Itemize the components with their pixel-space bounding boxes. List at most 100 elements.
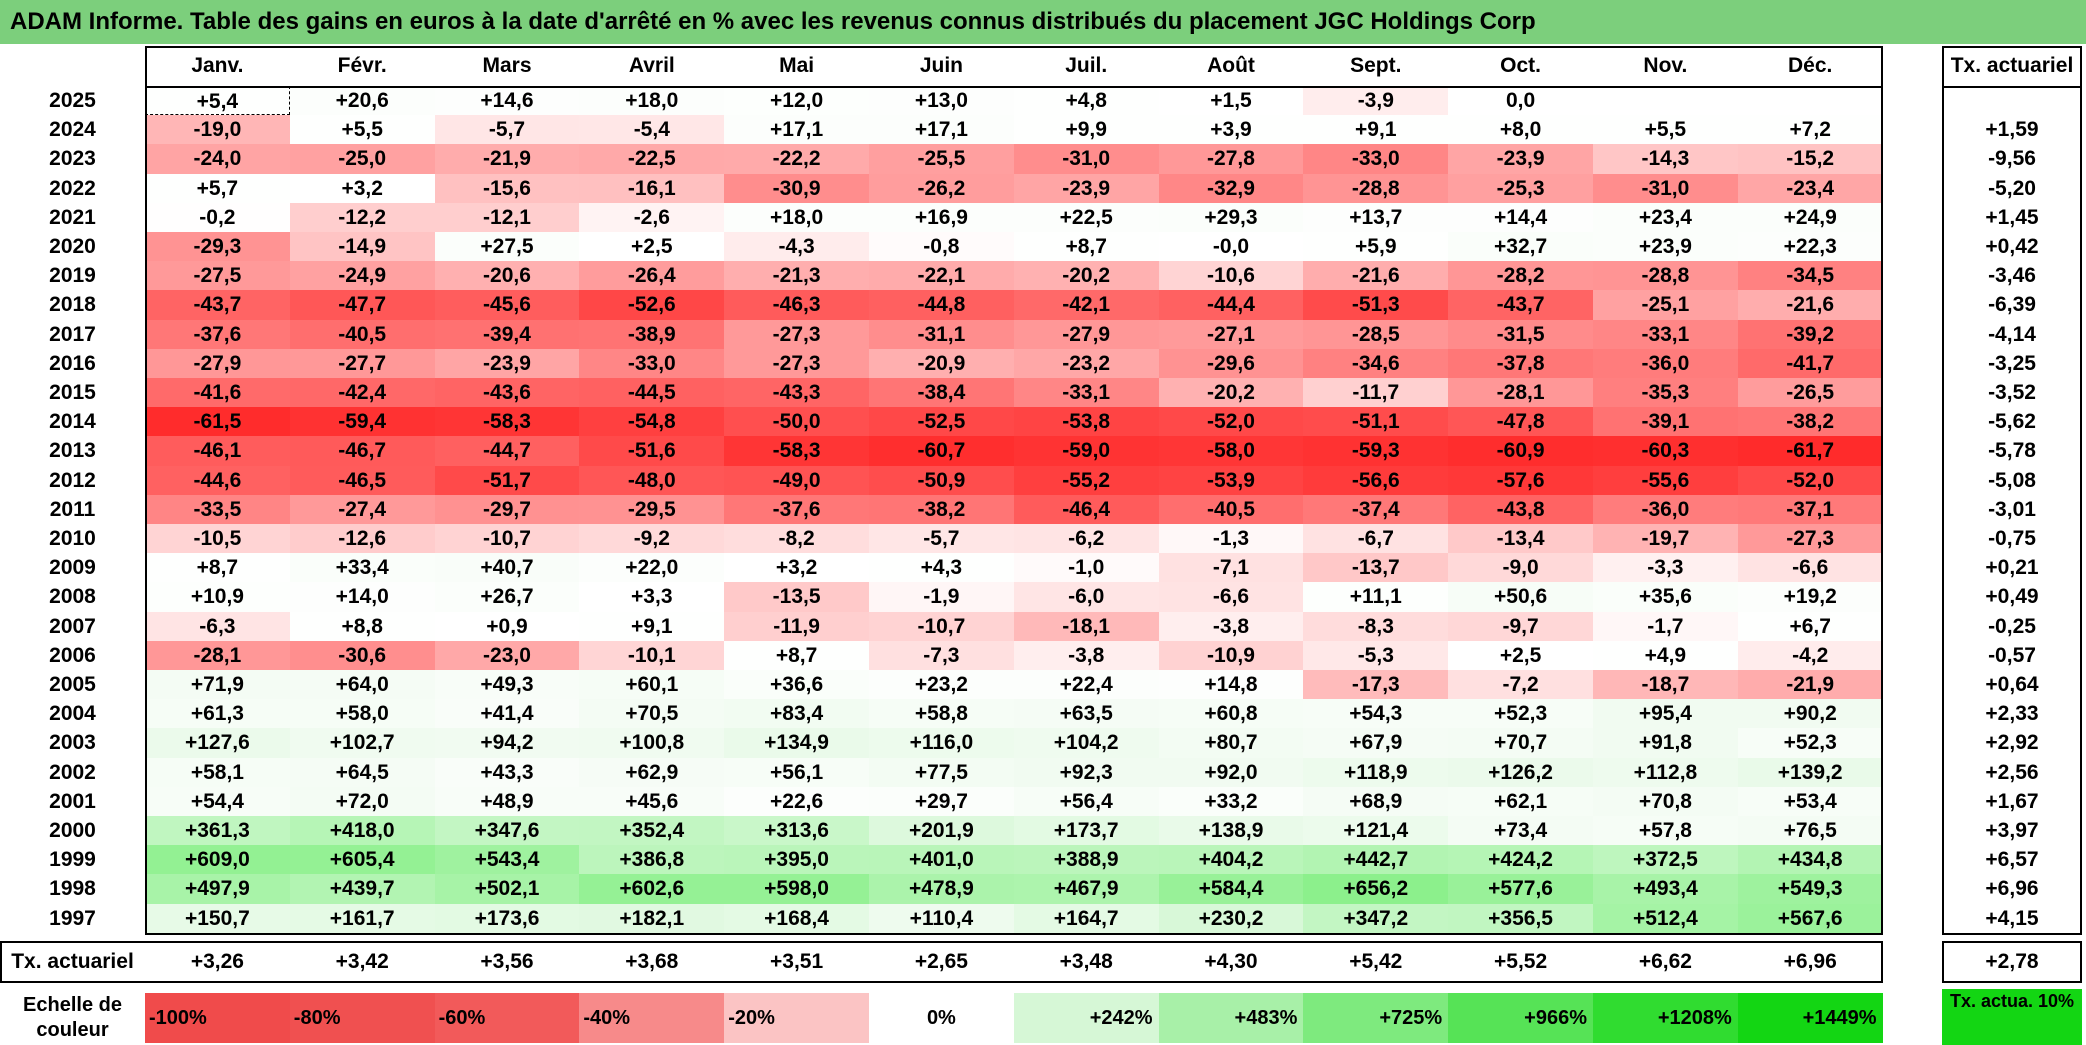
gain-cell: -15,6: [434, 173, 580, 203]
gain-cell: +1,5: [1158, 86, 1304, 116]
rate-cell: +0,64: [1985, 673, 2039, 696]
gain-cell: +73,4: [1448, 816, 1593, 846]
gain-cell: -33,0: [1303, 144, 1449, 174]
gain-cell: -43,6: [434, 378, 580, 408]
footer-rate-cell: +3,48: [1059, 949, 1113, 973]
gain-cell: +439,7: [289, 874, 435, 904]
gain-cell: -1,0: [1013, 553, 1159, 583]
gain-cell: -7,1: [1158, 553, 1304, 583]
gain-cell: -52,0: [1158, 407, 1304, 437]
gain-cell: -46,3: [724, 290, 869, 320]
year-label: 2017: [49, 322, 96, 346]
gain-cell: +112,8: [1593, 757, 1738, 787]
gain-cell: -10,7: [434, 524, 580, 554]
gain-cell: +32,7: [1448, 232, 1593, 262]
year-label: 2008: [49, 585, 96, 609]
gain-cell: -51,3: [1303, 290, 1449, 320]
gain-cell: +29,3: [1158, 202, 1304, 232]
gain-cell: -9,0: [1448, 553, 1593, 583]
gain-cell: -24,0: [145, 144, 290, 174]
gain-cell: -9,7: [1448, 611, 1593, 641]
gain-cell: -22,5: [579, 144, 725, 174]
gain-cell: +60,8: [1158, 699, 1304, 729]
gain-cell: +549,3: [1737, 874, 1883, 904]
gain-cell: -21,9: [434, 144, 580, 174]
year-label: 2007: [49, 614, 96, 638]
year-label: 2004: [49, 702, 96, 726]
year-label: 2016: [49, 351, 96, 375]
gain-cell: -43,3: [724, 378, 869, 408]
gain-cell: -29,7: [434, 494, 580, 524]
gain-cell: +16,9: [869, 202, 1014, 232]
gain-cell: -24,9: [289, 261, 435, 291]
gain-cell: +61,3: [145, 699, 290, 729]
gain-cell: -51,7: [434, 465, 580, 495]
gain-cell: -53,9: [1158, 465, 1304, 495]
gain-cell: +62,9: [579, 757, 725, 787]
rate-cell: -5,62: [1988, 410, 2036, 434]
gain-cell: -60,7: [869, 436, 1014, 466]
rate-cell: +2,92: [1985, 731, 2039, 755]
gain-cell: +347,2: [1303, 903, 1449, 933]
rate-cell: +6,57: [1985, 848, 2039, 872]
gain-cell: -48,0: [579, 465, 725, 495]
rate-cell: -0,25: [1988, 614, 2036, 638]
gain-cell: -26,2: [869, 173, 1014, 203]
gain-cell: +467,9: [1013, 874, 1159, 904]
gain-cell: +478,9: [869, 874, 1014, 904]
year-label: 2005: [49, 673, 96, 696]
gain-cell: -0,8: [869, 232, 1014, 262]
gain-cell: -20,6: [434, 261, 580, 291]
gain-cell: -12,6: [289, 524, 435, 554]
gain-cell: +22,5: [1013, 202, 1159, 232]
gain-cell: -22,1: [869, 261, 1014, 291]
year-label: 2019: [49, 264, 96, 288]
footer-rate-cell: +3,26: [190, 949, 244, 973]
gain-cell: +9,9: [1013, 115, 1159, 145]
gain-cell: +62,1: [1448, 786, 1593, 816]
gain-cell: -38,4: [869, 378, 1014, 408]
gain-cell: +53,4: [1737, 786, 1883, 816]
gain-cell: -52,0: [1737, 465, 1883, 495]
gain-cell: +64,0: [289, 670, 435, 700]
gain-cell: -35,3: [1593, 378, 1738, 408]
rate-cell: -0,57: [1988, 643, 2036, 667]
gain-cell: +22,3: [1737, 232, 1883, 262]
rate-cell: -5,08: [1988, 468, 2036, 492]
gain-cell: +54,3: [1303, 699, 1449, 729]
gain-cell: -61,5: [145, 407, 290, 437]
gain-cell: -14,3: [1593, 144, 1738, 174]
gain-cell: +14,0: [289, 582, 435, 612]
month-header: Juin: [919, 54, 963, 77]
scale-step: -40%: [579, 992, 725, 1043]
year-label: 2014: [49, 410, 96, 434]
gain-cell: -21,6: [1303, 261, 1449, 291]
gain-cell: +230,2: [1158, 903, 1304, 933]
gain-cell: -26,4: [579, 261, 725, 291]
gain-cell: +18,0: [724, 202, 869, 232]
gain-cell: +8,8: [289, 611, 435, 641]
gain-cell: -58,3: [434, 407, 580, 437]
gain-cell: -13,7: [1303, 553, 1449, 583]
gain-cell: -27,9: [1013, 319, 1159, 349]
gain-cell: +22,6: [724, 786, 869, 816]
gain-cell: +356,5: [1448, 903, 1593, 933]
gain-cell: -5,7: [434, 115, 580, 145]
gain-cell: -51,1: [1303, 407, 1449, 437]
gain-cell: +9,1: [1303, 115, 1449, 145]
gain-cell: -33,0: [579, 348, 725, 378]
gain-cell: +64,5: [289, 757, 435, 787]
gain-cell: -38,2: [1737, 407, 1883, 437]
month-header: Oct.: [1500, 54, 1541, 77]
year-label: 2015: [49, 381, 96, 404]
gain-cell: -28,2: [1448, 261, 1593, 291]
gain-cell: -47,8: [1448, 407, 1593, 437]
gain-cell: +23,4: [1593, 202, 1738, 232]
gain-cell: +361,3: [145, 816, 290, 846]
gain-cell: -25,0: [289, 144, 435, 174]
gain-cell: -59,4: [289, 407, 435, 437]
gain-cell: +161,7: [289, 903, 435, 933]
rate-cell: +3,97: [1985, 819, 2039, 842]
gain-cell: -39,2: [1737, 319, 1883, 349]
gain-cell: -58,3: [724, 436, 869, 466]
